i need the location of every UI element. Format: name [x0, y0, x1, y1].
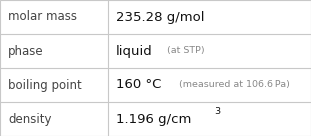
Text: 3: 3: [214, 107, 220, 116]
Text: (measured at 106.6 Pa): (measured at 106.6 Pa): [179, 81, 290, 89]
Text: 160 °C: 160 °C: [116, 78, 161, 92]
Text: molar mass: molar mass: [8, 10, 77, 24]
Text: boiling point: boiling point: [8, 78, 82, 92]
Text: 235.28 g/mol: 235.28 g/mol: [116, 10, 205, 24]
Text: density: density: [8, 112, 52, 126]
Text: 1.196 g/cm: 1.196 g/cm: [116, 112, 191, 126]
Text: phase: phase: [8, 44, 44, 58]
Text: liquid: liquid: [116, 44, 153, 58]
Text: (at STP): (at STP): [167, 47, 205, 55]
